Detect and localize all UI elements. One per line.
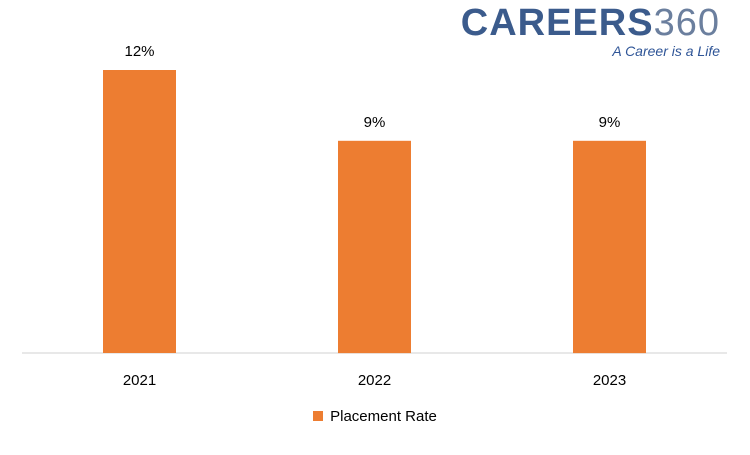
data-label-2021: 12% [124, 43, 154, 60]
x-tick-label-2023: 2023 [593, 372, 626, 389]
x-tick-label-2021: 2021 [123, 372, 156, 389]
logo-tagline: A Career is a Life [612, 43, 720, 59]
bar-2021 [103, 70, 176, 353]
data-label-2022: 9% [364, 114, 386, 131]
bar-2023 [573, 140, 646, 354]
legend-swatch [313, 411, 324, 421]
bar-2022 [338, 140, 411, 354]
logo-word: CAREERS [460, 2, 654, 44]
careers360-logo: CAREERS360 A Career is a Life [461, 4, 720, 58]
data-label-2023: 9% [599, 114, 621, 131]
legend: Placement Rate [0, 408, 750, 425]
legend-label: Placement Rate [330, 408, 437, 425]
logo-wordmark: CAREERS360 [461, 4, 720, 42]
x-tick-label-2022: 2022 [358, 372, 391, 389]
logo-number: 360 [653, 2, 720, 44]
